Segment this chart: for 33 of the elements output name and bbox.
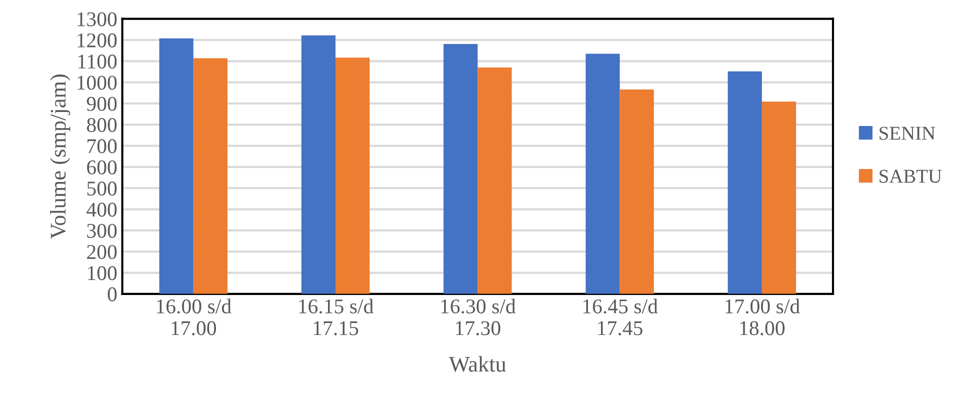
y-tick-label: 900 (86, 96, 117, 111)
y-tick-label: 400 (86, 202, 117, 217)
bar (478, 68, 512, 294)
y-tick-label: 1200 (78, 33, 117, 48)
y-tick-label: 1300 (78, 12, 117, 26)
x-tick-label: 16.00 s/d 17.00 (157, 298, 232, 336)
x-tick-label: 16.45 s/d 17.45 (583, 298, 658, 336)
y-axis-title: Volume (smp/jam) (50, 74, 70, 239)
bar (301, 35, 336, 294)
legend-label: SABTU (880, 170, 942, 183)
y-tick-label: 1100 (78, 54, 117, 69)
bar (444, 44, 478, 294)
y-tick-label: 200 (87, 244, 117, 260)
y-tick-label: 0 (108, 287, 117, 302)
y-tick-label: 100 (88, 266, 117, 280)
x-tick-label: 16.30 s/d 17.30 (441, 298, 516, 336)
bar (620, 90, 654, 294)
y-tick-label: 800 (86, 118, 117, 132)
x-axis-title: Waktu (448, 356, 506, 372)
bar (728, 71, 762, 294)
legend-label: SENIN (880, 126, 936, 140)
y-tick-label: 700 (88, 139, 117, 154)
x-tick-label: 16.15 s/d 17.15 (299, 298, 374, 336)
bar (159, 38, 194, 294)
y-tick-label: 600 (87, 160, 117, 174)
bar (336, 58, 370, 294)
bar (762, 102, 796, 294)
x-tick-label: 17.00 s/d 18.00 (726, 298, 800, 336)
y-tick-label: 500 (87, 182, 117, 196)
bar (193, 58, 228, 294)
y-tick-label: 1000 (78, 76, 117, 90)
bar (586, 54, 620, 294)
y-tick-label: 300 (87, 224, 117, 238)
